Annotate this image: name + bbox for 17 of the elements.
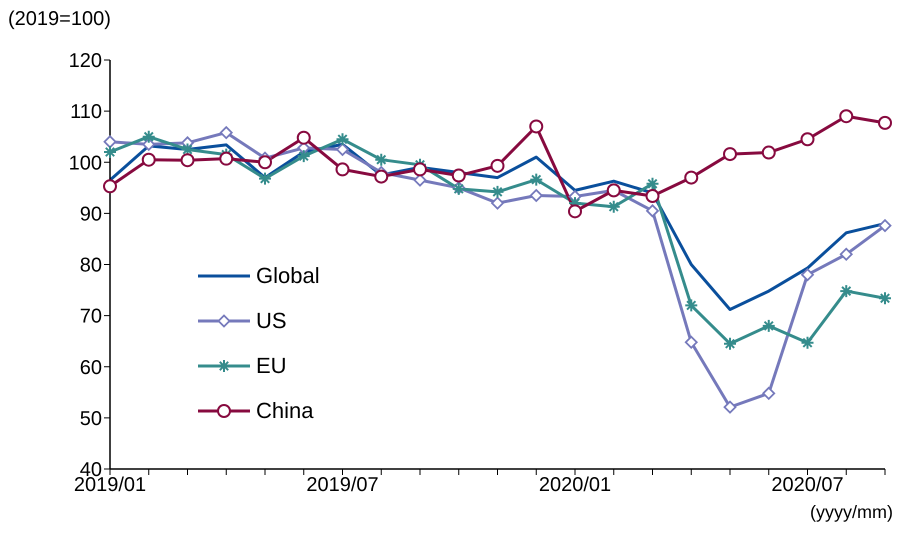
y-tick-label: 50	[80, 408, 102, 430]
y-tick-label: 90	[80, 203, 102, 226]
legend-label: EU	[256, 352, 287, 378]
x-tick-label: 2020/01	[538, 474, 612, 496]
y-tick-label: 70	[80, 306, 102, 328]
x-axis-title: (yyyy/mm)	[810, 502, 893, 523]
x-tick-label: 2019/07	[306, 474, 379, 496]
x-tick-label: 2020/07	[771, 474, 844, 496]
y-tick-label: 60	[80, 356, 102, 379]
legend-label: China	[256, 398, 314, 424]
legend-label: Global	[256, 262, 320, 288]
y-tick-label: 100	[68, 152, 102, 174]
y-tick-label: 80	[80, 254, 102, 277]
y-tick-label: 110	[70, 101, 102, 124]
legend-label: US	[256, 308, 287, 334]
y-tick-label: 120	[68, 50, 102, 72]
y-axis-title: (2019=100)	[8, 8, 111, 31]
